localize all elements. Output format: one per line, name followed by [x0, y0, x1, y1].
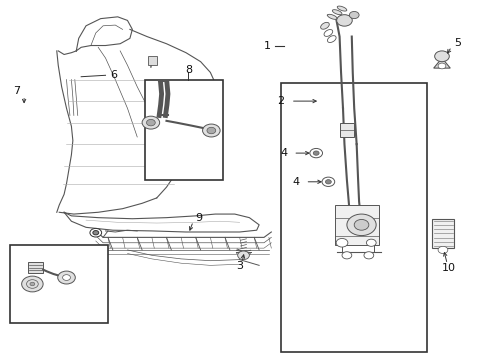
Text: 10: 10 — [441, 263, 455, 273]
Ellipse shape — [324, 30, 332, 36]
Circle shape — [21, 276, 43, 292]
Circle shape — [30, 282, 35, 286]
Bar — [27, 262, 43, 273]
Ellipse shape — [337, 6, 346, 11]
Bar — [148, 56, 157, 65]
Circle shape — [237, 251, 249, 260]
Circle shape — [142, 116, 159, 129]
Circle shape — [363, 252, 373, 259]
Ellipse shape — [320, 22, 328, 29]
Circle shape — [93, 230, 99, 235]
Ellipse shape — [327, 36, 335, 42]
Bar — [431, 220, 453, 248]
Bar — [339, 123, 353, 137]
Circle shape — [322, 177, 334, 186]
Bar — [281, 83, 427, 352]
Text: 1: 1 — [263, 41, 270, 50]
Text: 9: 9 — [195, 213, 203, 222]
Bar — [144, 80, 222, 180]
Circle shape — [341, 252, 351, 259]
Ellipse shape — [327, 14, 336, 19]
Bar — [334, 205, 378, 244]
Text: 2: 2 — [277, 96, 284, 106]
Text: 4: 4 — [291, 177, 299, 187]
Circle shape — [313, 151, 319, 155]
Circle shape — [353, 220, 368, 230]
Text: 7: 7 — [13, 86, 20, 96]
Circle shape — [366, 239, 375, 246]
Circle shape — [335, 238, 347, 247]
Circle shape — [26, 280, 38, 288]
Text: 6: 6 — [110, 70, 117, 80]
Ellipse shape — [332, 10, 341, 15]
Text: 5: 5 — [453, 38, 460, 48]
Text: 8: 8 — [184, 64, 192, 75]
Text: 4: 4 — [280, 148, 287, 158]
Circle shape — [90, 228, 102, 237]
Polygon shape — [433, 58, 449, 68]
Circle shape — [309, 148, 322, 158]
Circle shape — [146, 120, 155, 126]
Circle shape — [58, 271, 75, 284]
Circle shape — [325, 180, 330, 184]
Circle shape — [434, 51, 448, 62]
Circle shape — [437, 246, 447, 253]
Circle shape — [348, 12, 358, 19]
Circle shape — [62, 275, 70, 280]
Text: 3: 3 — [236, 261, 243, 271]
Circle shape — [336, 15, 351, 26]
Circle shape — [202, 124, 220, 137]
Bar — [10, 244, 108, 323]
Circle shape — [346, 214, 375, 235]
Circle shape — [206, 127, 215, 134]
Circle shape — [437, 63, 445, 69]
